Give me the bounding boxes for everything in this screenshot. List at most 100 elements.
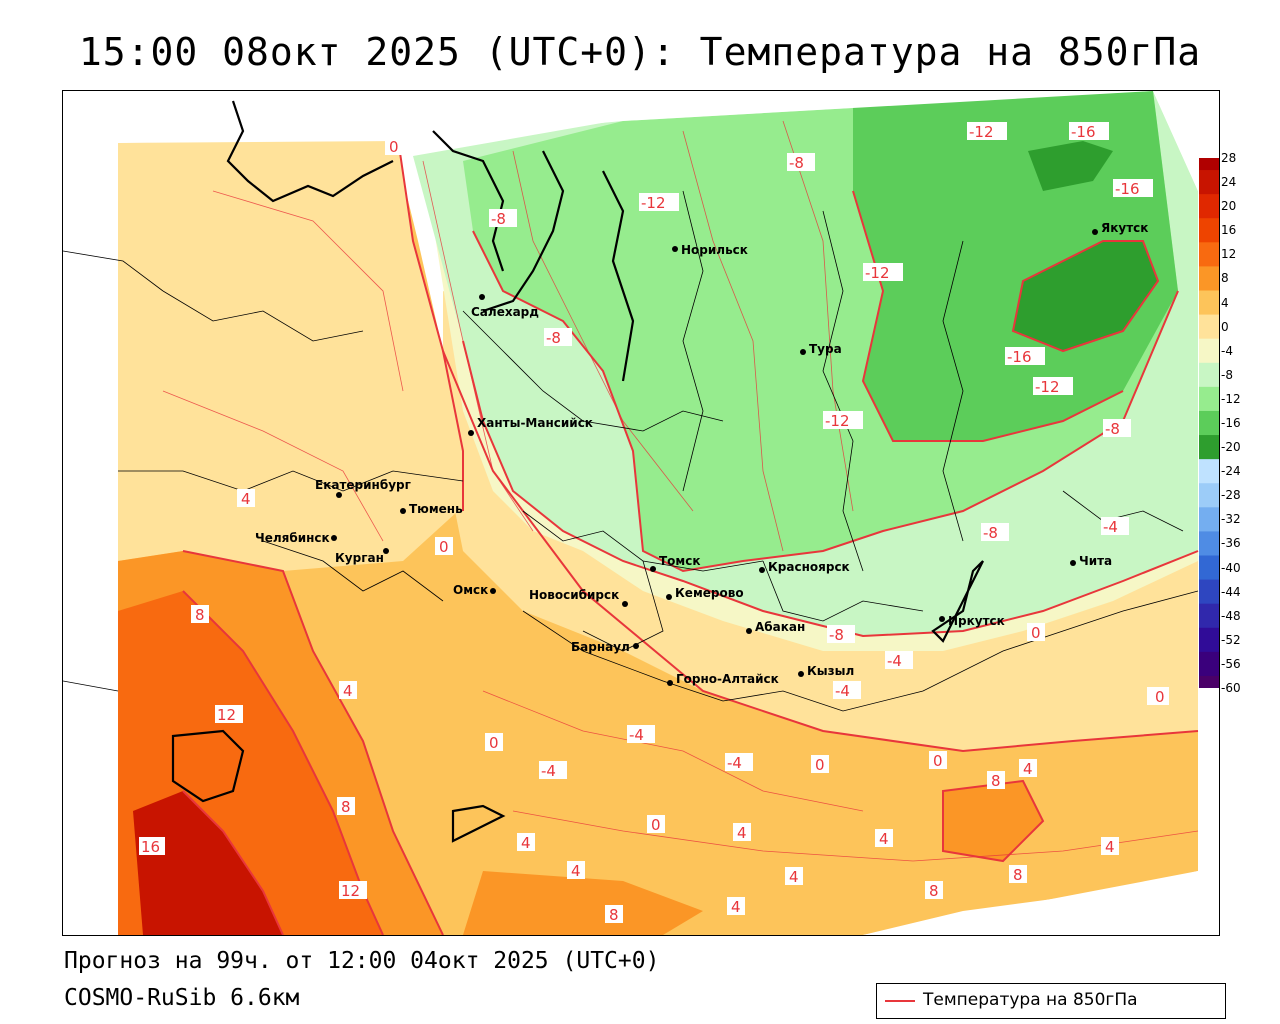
contour-label: -12 — [825, 412, 850, 430]
colorbar-swatch — [1199, 170, 1219, 195]
colorbar-tick-label: -4 — [1221, 345, 1233, 357]
contour-label: -12 — [865, 264, 890, 282]
forecast-info: Прогноз на 99ч. от 12:00 04окт 2025 (UTC… — [64, 948, 659, 974]
contour-label: 0 — [489, 734, 499, 752]
colorbar-swatch — [1199, 339, 1219, 364]
contour-label: -8 — [491, 210, 506, 228]
city-label-norilsk: Норильск — [681, 243, 748, 257]
contour-label: 8 — [1013, 866, 1023, 884]
legend-label: Температура на 850гПа — [923, 990, 1138, 1010]
colorbar-swatch — [1199, 580, 1219, 605]
city-label-irkutsk: Иркутск — [948, 614, 1005, 628]
colorbar-tick-label: -8 — [1221, 369, 1233, 381]
city-label-tura: Тура — [809, 342, 842, 356]
map-canvas: Салехард Норильск Тура Якутск Ханты-Манс… — [63, 91, 1219, 935]
colorbar-swatch — [1199, 556, 1219, 581]
contour-label: 12 — [341, 882, 360, 900]
colorbar-swatches — [1199, 158, 1219, 688]
colorbar-swatch — [1199, 435, 1219, 460]
city-label-omsk: Омск — [453, 583, 488, 597]
contour-label: -4 — [1103, 518, 1118, 536]
colorbar-swatch — [1199, 387, 1219, 412]
contour-label: 8 — [341, 798, 351, 816]
contour-label: 0 — [389, 138, 399, 156]
colorbar-tick-label: -24 — [1221, 465, 1241, 477]
contour-label: 12 — [217, 706, 236, 724]
legend: Температура на 850гПа — [876, 983, 1226, 1019]
legend-line-swatch — [885, 1000, 915, 1002]
colorbar-tick-label: 8 — [1221, 272, 1229, 284]
colorbar-tick-label: -32 — [1221, 513, 1241, 525]
colorbar-tick-label: 12 — [1221, 248, 1236, 260]
colorbar-tick-label: 0 — [1221, 321, 1229, 333]
colorbar — [1199, 158, 1219, 688]
contour-label: -16 — [1115, 180, 1140, 198]
colorbar-swatch — [1199, 266, 1219, 291]
contour-label: 4 — [1105, 838, 1115, 856]
domain-mask-top-left — [63, 91, 118, 935]
contour-label: 0 — [815, 756, 825, 774]
contour-label: 0 — [933, 752, 943, 770]
colorbar-tick-label: -36 — [1221, 537, 1241, 549]
colorbar-swatch — [1199, 411, 1219, 436]
colorbar-tick-label: -16 — [1221, 417, 1241, 429]
contour-label: 4 — [737, 824, 747, 842]
city-label-krasnoyarsk: Красноярск — [768, 560, 850, 574]
colorbar-tick-label: -12 — [1221, 393, 1241, 405]
contour-label: -12 — [969, 123, 994, 141]
city-label-khanty-mansiysk: Ханты-Мансийск — [477, 416, 593, 430]
colorbar-tick-label: -28 — [1221, 489, 1241, 501]
contour-label: 16 — [141, 838, 160, 856]
contour-label: -4 — [629, 726, 644, 744]
contour-label: -4 — [887, 652, 902, 670]
contour-label: 4 — [731, 898, 741, 916]
city-label-gorno-altaysk: Горно-Алтайск — [676, 672, 779, 686]
contour-label: -4 — [835, 682, 850, 700]
contour-label: 4 — [521, 834, 531, 852]
colorbar-tick-label: -48 — [1221, 610, 1241, 622]
city-label-chelyabinsk: Челябинск — [255, 531, 330, 545]
colorbar-swatch — [1199, 315, 1219, 340]
page-title: 15:00 08окт 2025 (UTC+0): Температура на… — [0, 30, 1280, 74]
model-info: COSMO-RuSib 6.6км — [64, 985, 299, 1011]
city-label-chita: Чита — [1079, 554, 1112, 568]
contour-label: 8 — [991, 772, 1001, 790]
contour-label: 0 — [651, 816, 661, 834]
contour-label: -8 — [829, 626, 844, 644]
contour-label: 0 — [1031, 624, 1041, 642]
contour-label: 8 — [929, 882, 939, 900]
colorbar-swatch — [1199, 652, 1219, 677]
contour-label: -16 — [1007, 348, 1032, 366]
contour-label: -16 — [1071, 123, 1096, 141]
colorbar-tick-label: -60 — [1221, 682, 1241, 694]
city-label-kemerovo: Кемерово — [675, 586, 744, 600]
colorbar-tick-label: -44 — [1221, 586, 1241, 598]
contour-label: -4 — [727, 754, 742, 772]
city-label-ekaterinburg: Екатеринбург — [315, 478, 411, 492]
weather-map[interactable]: Салехард Норильск Тура Якутск Ханты-Манс… — [62, 90, 1220, 936]
contour-label: -8 — [983, 524, 998, 542]
colorbar-tick-label: -20 — [1221, 441, 1241, 453]
contour-label: 4 — [789, 868, 799, 886]
contour-label: -4 — [541, 762, 556, 780]
colorbar-swatch — [1199, 242, 1219, 267]
contour-label: 0 — [439, 538, 449, 556]
colorbar-swatch — [1199, 483, 1219, 508]
colorbar-swatch — [1199, 531, 1219, 556]
colorbar-swatch — [1199, 363, 1219, 388]
colorbar-tick-label: 28 — [1221, 152, 1236, 164]
city-label-salekhard: Салехард — [471, 305, 539, 319]
colorbar-tick-label: 16 — [1221, 224, 1236, 236]
contour-label: 4 — [571, 862, 581, 880]
contour-label: 4 — [343, 682, 353, 700]
contour-label: 4 — [879, 830, 889, 848]
contour-label: -12 — [641, 194, 666, 212]
contour-label: -8 — [1105, 420, 1120, 438]
city-label-kyzyl: Кызыл — [807, 664, 854, 678]
colorbar-tick-label: -56 — [1221, 658, 1241, 670]
contour-label: 4 — [1023, 760, 1033, 778]
colorbar-swatch — [1199, 676, 1219, 688]
colorbar-tick-label: -40 — [1221, 562, 1241, 574]
colorbar-swatch — [1199, 194, 1219, 219]
colorbar-swatch — [1199, 507, 1219, 532]
